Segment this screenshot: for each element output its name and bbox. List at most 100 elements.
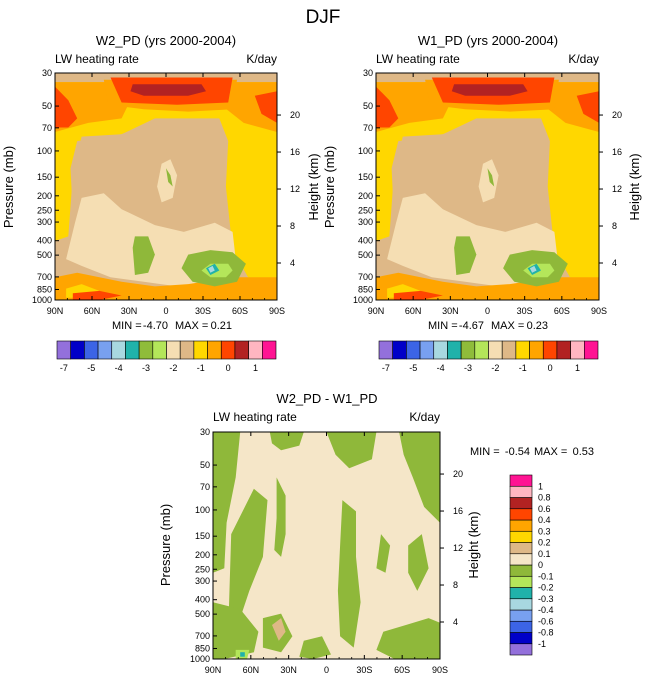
colorbar-swatch [433,340,448,360]
height-tick-label: 12 [290,184,300,194]
contour-region [299,636,331,659]
y-tick-label: 500 [358,250,373,260]
y-tick-label: 50 [42,101,52,111]
panel-w2: W2_PD (yrs 2000-2004) LW heating rate K/… [1,33,321,332]
contour-region [326,432,377,469]
contour-region [72,290,122,300]
colorbar-label: 0 [538,560,543,570]
contour-region [576,91,599,123]
height-tick-label: 16 [290,147,300,157]
colorbar-swatch [509,598,533,611]
colorbar-label: -1 [538,639,546,649]
y-tick-label: 300 [37,217,52,227]
y-tick-label: 250 [37,205,52,215]
y-tick-label: 30 [42,68,52,78]
y-tick-label: 400 [37,236,52,246]
contour-region [213,602,259,659]
colorbar-label: -7 [60,363,68,373]
y-tick-label: 70 [200,482,210,492]
x-tick-label: 90N [205,665,222,675]
contour-region [269,432,304,451]
min-label: MIN = [112,320,142,332]
height-tick-label: 20 [453,469,463,479]
contour-region [376,618,440,659]
colorbar-swatch [84,340,99,360]
colorbar-swatch [556,340,571,360]
y-tick-label: 400 [195,595,210,605]
x-tick-label: 60N [84,306,101,316]
colorbar-swatch [97,340,113,360]
colorbar-swatch [570,340,585,360]
colorbar-label: 0 [226,363,231,373]
contour-region [376,86,399,128]
colorbar-swatch [509,587,533,600]
x-tick-label: 30S [517,306,533,316]
panel-title: W2_PD (yrs 2000-2004) [96,33,236,48]
contour-region [408,534,429,591]
colorbar-top-left: -7 -5 -4 -3 -2 -1 0 1 [56,340,277,373]
height-tick-label: 4 [453,617,458,627]
x-tick-label: 30S [356,665,372,675]
x-tick-label: 60S [554,306,570,316]
contour-region [130,84,206,96]
x-tick-label: 90S [269,306,285,316]
height-tick-label: 20 [290,110,300,120]
panel-right-label: K/day [568,52,599,66]
y-tick-label: 50 [363,101,373,111]
contour-region [55,82,277,282]
colorbar-label: -2 [491,363,499,373]
contour-region [208,265,215,273]
x-tick-label: 30S [195,306,211,316]
contour-region [376,82,599,282]
contour-region [478,159,499,203]
colorbar-swatch [138,340,154,360]
y-tick-label: 70 [363,123,373,133]
height-tick-label: 20 [612,110,622,120]
y-tick-label: 850 [358,284,373,294]
axes: 90N 60N 30N 0 30S 60S 90S 30 50 70 100 150 200 250 300… [32,68,300,316]
x-tick-label: 0 [324,665,329,675]
colorbar-swatch [509,643,533,656]
x-tick-label: 90S [591,306,607,316]
colorbar-label: -2 [169,363,177,373]
colorbar-label: -4 [115,363,123,373]
colorbar-label: 0.8 [538,493,551,503]
max-value: 0.53 [573,446,594,458]
min-label: MIN = [470,446,500,458]
colorbar-label: -0.3 [538,594,554,604]
panel-w1: W1_PD (yrs 2000-2004) LW heating rate K/… [322,33,642,332]
colorbar-swatch [447,340,462,360]
colorbar-swatch [152,340,167,360]
x-tick-label: 90N [368,306,385,316]
panel-left-label: LW heating rate [376,52,460,66]
colorbar-swatch [234,340,249,360]
contour-field [213,432,440,659]
contour-region [240,652,245,657]
colorbar-label: -0.6 [538,616,554,626]
height-tick-label: 8 [290,221,295,231]
y-tick-label: 400 [358,236,373,246]
colorbar-swatch [419,340,435,360]
axes: 90N 60N 30N 0 30S 60S 90S 30 50 70 100 150 200 250 300… [190,427,463,675]
contour-region [55,86,78,128]
y-tick-label: 850 [37,284,52,294]
y-tick-label: 30 [363,68,373,78]
y-tick-label: 500 [195,609,210,619]
y-tick-label: 70 [42,123,52,133]
colorbar-label: -0.4 [538,605,554,615]
x-tick-label: 0 [163,306,168,316]
colorbar-swatch [70,340,85,360]
colorbar-swatch [509,632,533,645]
max-label: MAX = [175,320,208,332]
min-value: -0.54 [505,446,530,458]
colorbar-swatch [509,609,533,622]
contour-region [274,477,286,557]
y-tick-label: 250 [195,564,210,574]
y-tick-label: 300 [195,576,210,586]
colorbar-swatch [501,340,517,360]
x-tick-label: 30N [280,665,297,675]
y-tick-label: 850 [195,643,210,653]
colorbar-label: -5 [409,363,417,373]
contour-region [157,159,178,203]
